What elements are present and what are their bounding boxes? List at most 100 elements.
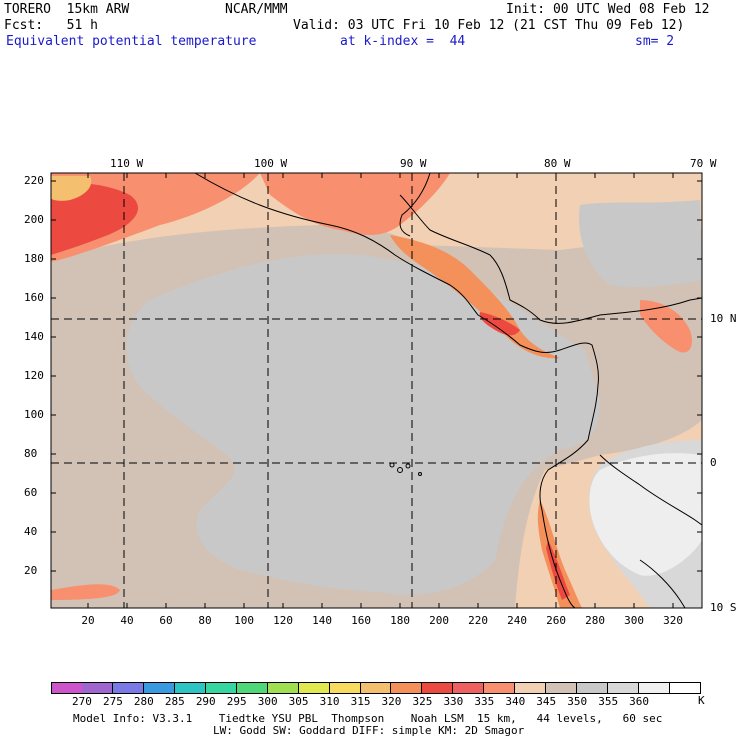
- y-tick-label: 20: [24, 564, 38, 577]
- x-tick-label: 40: [120, 614, 134, 627]
- map-frame: [50, 172, 703, 609]
- field-355-core: [126, 254, 600, 595]
- x-tick-label: 240: [507, 614, 527, 627]
- colorbar-swatch: [484, 682, 516, 694]
- colorbar-swatch: [639, 682, 671, 694]
- x-tick-label: 300: [624, 614, 644, 627]
- level-index: at k-index = 44: [340, 34, 466, 49]
- x-tick-label: 160: [351, 614, 371, 627]
- colorbar-label: 360: [629, 695, 650, 708]
- colorbar-label: 300: [257, 695, 278, 708]
- field-warm-andes: [537, 500, 582, 608]
- x-tick-label: 60: [159, 614, 173, 627]
- galapagos-islands: [389, 462, 422, 476]
- colorbar-label: 290: [195, 695, 216, 708]
- y-tick-label: 220: [24, 174, 44, 187]
- lon-label-110w: 110 W: [110, 157, 144, 170]
- valid-time: Valid: 03 UTC Fri 10 Feb 12 (21 CST Thu …: [293, 18, 685, 33]
- colorbar-swatch: [670, 682, 701, 694]
- colorbar-swatch: [422, 682, 454, 694]
- colorbar-label: 270: [72, 695, 92, 708]
- colorbar-swatch: [51, 682, 83, 694]
- colorbar-label: 315: [350, 695, 371, 708]
- colorbar-swatch: [453, 682, 485, 694]
- y-tick-label: 40: [24, 525, 38, 538]
- x-tick-label: 180: [390, 614, 410, 627]
- lat-label-10n: 10 N: [710, 312, 737, 325]
- colorbar-swatch: [81, 682, 113, 694]
- field-red-costa-rica: [479, 312, 520, 336]
- colorbar-label: 280: [133, 695, 154, 708]
- colorbar-label: 275: [102, 695, 123, 708]
- field-name: Equivalent potential temperature: [6, 34, 257, 49]
- y-tick-label: 80: [24, 447, 38, 460]
- colorbar-unit: K: [698, 694, 705, 707]
- x-tick-label: 220: [468, 614, 488, 627]
- y-tick-label: 60: [24, 486, 38, 499]
- lon-label-90w: 90 W: [400, 157, 427, 170]
- y-tick-label: 140: [24, 330, 44, 343]
- colorbar-swatch: [515, 682, 547, 694]
- model-info: Model Info: V3.3.1 Tiedtke YSU PBL Thomp…: [73, 712, 663, 725]
- forecast-hour: Fcst: 51 h: [4, 18, 98, 33]
- lon-label-80w: 80 W: [544, 157, 571, 170]
- colorbar-label: 335: [474, 695, 495, 708]
- colorbar-swatch: [174, 682, 206, 694]
- x-tick-label: 320: [663, 614, 683, 627]
- domain-title: TORERO 15km ARW: [4, 2, 130, 17]
- y-tick-label: 160: [24, 291, 44, 304]
- x-tick-label: 80: [198, 614, 212, 627]
- colorbar-label: 330: [443, 695, 464, 708]
- colorbar-swatch: [298, 682, 330, 694]
- colorbar-label: 345: [536, 695, 557, 708]
- y-tick-label: 200: [24, 213, 44, 226]
- lat-label-10s: 10 S: [710, 601, 737, 614]
- x-tick-label: 260: [546, 614, 566, 627]
- field-white-interior: [589, 453, 702, 576]
- colorbar-swatch: [577, 682, 609, 694]
- field-warm-central-am: [390, 235, 560, 359]
- field-warm-bottom-left: [51, 584, 120, 600]
- colorbar-label: 340: [505, 695, 526, 708]
- colorbar-swatch: [329, 682, 361, 694]
- physics-info: LW: Godd SW: Goddard DIFF: simple KM: 2D…: [213, 724, 525, 737]
- lon-label-70w: 70 W: [690, 157, 717, 170]
- colorbar-label: 350: [567, 695, 588, 708]
- lat-label-0: 0: [710, 456, 717, 469]
- field-warm-caribbean: [640, 300, 692, 353]
- field-hot-nw: [51, 183, 139, 255]
- x-tick-label: 20: [81, 614, 95, 627]
- x-tick-label: 120: [273, 614, 293, 627]
- lon-label-100w: 100 W: [254, 157, 288, 170]
- colorbar-label: 305: [288, 695, 309, 708]
- colorbar-swatch: [608, 682, 640, 694]
- colorbar-swatch: [143, 682, 175, 694]
- colorbar-label: 355: [598, 695, 619, 708]
- colorbar-swatch: [391, 682, 423, 694]
- colorbar-swatch: [267, 682, 299, 694]
- colorbar-label: 295: [226, 695, 247, 708]
- y-tick-label: 180: [24, 252, 44, 265]
- colorbar-swatch: [112, 682, 144, 694]
- colorbar-label: 310: [319, 695, 340, 708]
- colorbar-swatch: [205, 682, 237, 694]
- field-355-ne: [579, 200, 702, 288]
- smoothing: sm= 2: [635, 34, 675, 49]
- y-tick-label: 120: [24, 369, 44, 382]
- coastlines: [194, 173, 702, 608]
- x-tick-label: 100: [234, 614, 254, 627]
- x-tick-label: 140: [312, 614, 332, 627]
- init-time: Init: 00 UTC Wed 08 Feb 12: [506, 2, 710, 17]
- colorbar-label: 285: [164, 695, 185, 708]
- y-tick-label: 100: [24, 408, 44, 421]
- field-yellow-nw: [51, 176, 92, 201]
- x-tick-label: 280: [585, 614, 605, 627]
- colorbar-swatch: [236, 682, 268, 694]
- x-tick-label: 200: [429, 614, 449, 627]
- colorbar-label: 325: [412, 695, 433, 708]
- graticule: [51, 173, 702, 608]
- center-name: NCAR/MMM: [225, 2, 288, 17]
- axis-ticks: [51, 173, 702, 608]
- colorbar-swatch: [360, 682, 392, 694]
